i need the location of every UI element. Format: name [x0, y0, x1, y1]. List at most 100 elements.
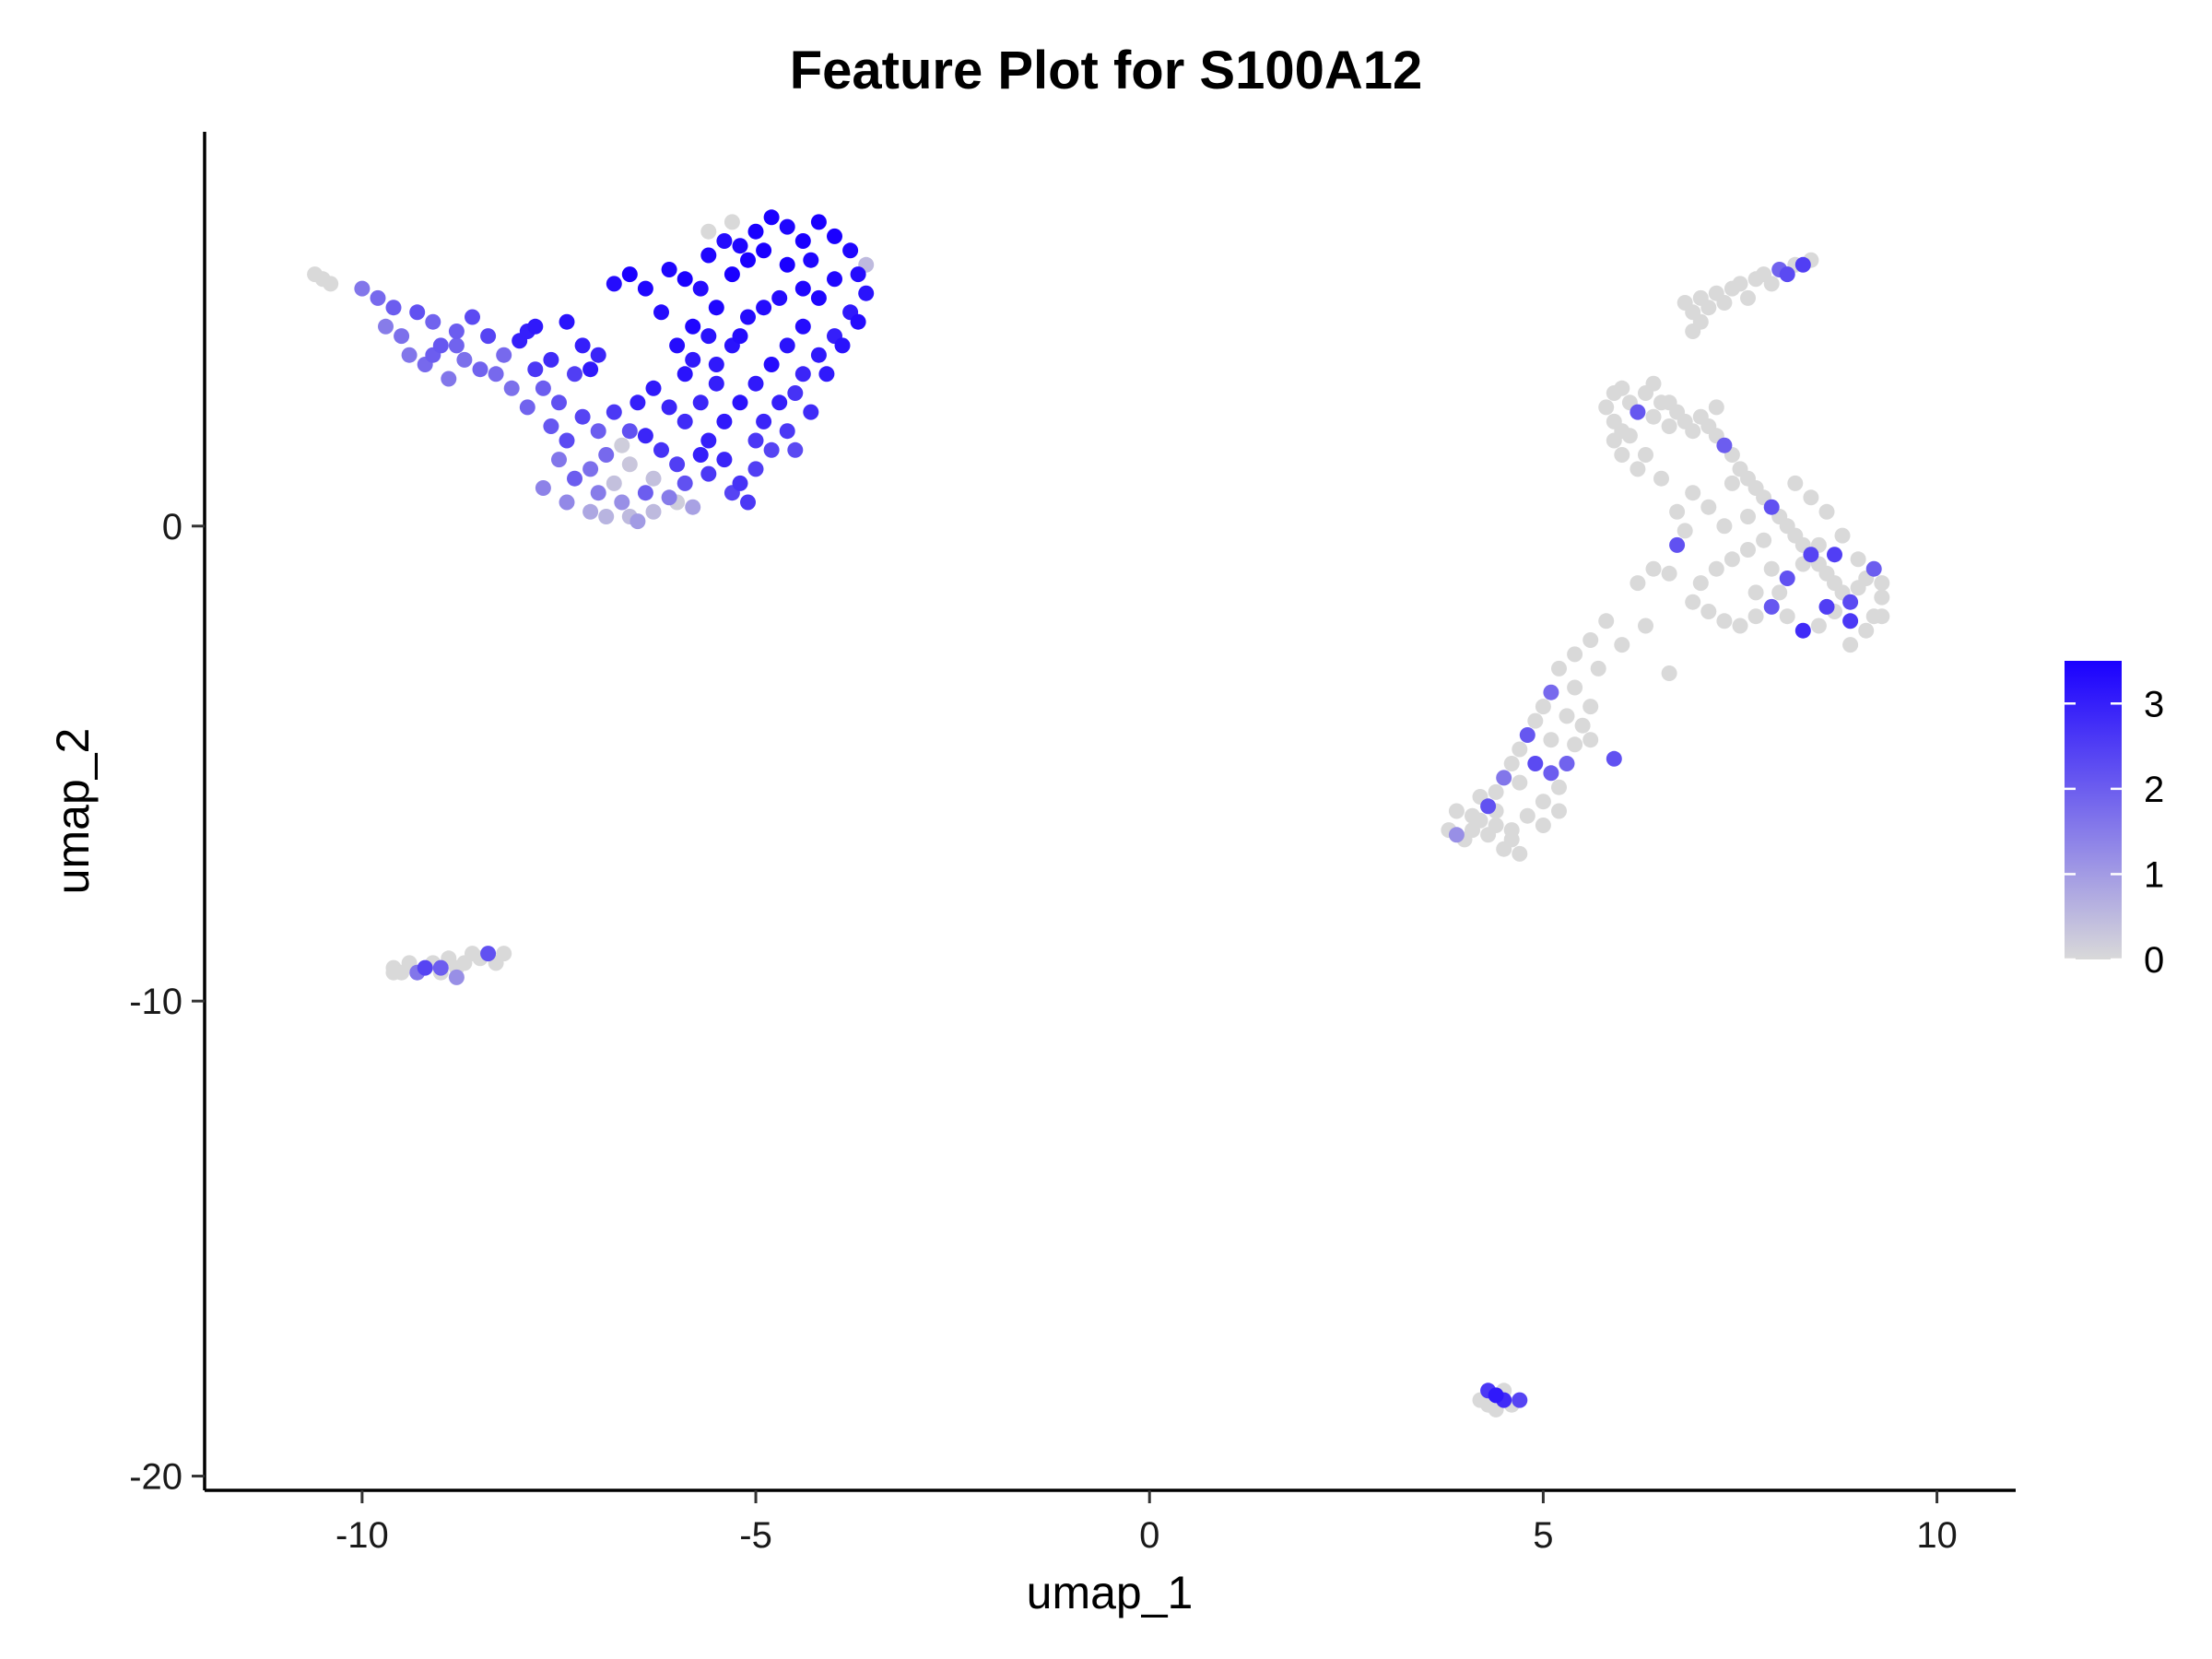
data-point: [1551, 660, 1567, 677]
data-point: [503, 380, 520, 396]
data-point: [1700, 300, 1717, 316]
data-point: [543, 351, 559, 368]
data-point: [818, 366, 835, 382]
data-point: [1685, 423, 1701, 440]
data-point: [685, 318, 701, 335]
data-point: [708, 375, 724, 392]
data-point: [1519, 727, 1535, 743]
data-point: [1700, 499, 1717, 515]
data-point: [621, 266, 638, 283]
data-point: [614, 494, 630, 511]
data-point: [1465, 807, 1480, 824]
data-point: [763, 209, 780, 226]
data-point: [810, 347, 827, 363]
data-point: [763, 357, 780, 372]
data-point: [1740, 509, 1756, 524]
data-point: [732, 394, 748, 411]
data-point: [409, 304, 426, 321]
colorbar-gradient: [2065, 661, 2122, 959]
data-point: [1488, 783, 1504, 800]
scatter-points: [307, 209, 1890, 1418]
data-point: [716, 233, 733, 249]
data-point: [606, 276, 622, 292]
data-point: [1551, 803, 1567, 819]
data-point: [1543, 684, 1559, 700]
data-point: [763, 441, 780, 458]
data-point: [779, 337, 795, 354]
data-point: [661, 262, 677, 277]
data-point: [1512, 741, 1528, 758]
data-point: [1559, 756, 1575, 771]
data-point: [747, 461, 764, 477]
data-point: [432, 959, 449, 976]
data-point: [787, 385, 804, 401]
data-point: [842, 242, 859, 259]
data-point: [708, 300, 724, 316]
data-point: [1567, 736, 1583, 753]
data-point: [1527, 712, 1544, 729]
colorbar-legend: 0 1 2 3: [2065, 661, 2164, 981]
data-point: [323, 276, 339, 292]
data-point: [747, 375, 764, 392]
data-point: [1488, 818, 1504, 833]
data-point: [827, 228, 842, 244]
data-point: [1614, 380, 1630, 396]
data-point: [1874, 608, 1890, 625]
data-point: [1527, 756, 1544, 771]
data-point: [1503, 831, 1520, 848]
data-point: [385, 300, 402, 316]
data-point: [370, 289, 386, 306]
data-point: [1535, 699, 1551, 715]
data-point: [480, 946, 497, 962]
data-point: [614, 437, 630, 453]
data-point: [1590, 660, 1606, 677]
data-point: [441, 371, 457, 387]
data-point: [724, 266, 740, 283]
data-point: [1865, 560, 1882, 577]
data-point: [1771, 584, 1788, 601]
data-point: [1803, 489, 1819, 506]
data-point: [1716, 613, 1733, 629]
data-point: [425, 313, 441, 330]
data-point: [1645, 408, 1662, 425]
x-tick-label: -5: [739, 1515, 772, 1556]
data-point: [1818, 503, 1835, 520]
data-point: [692, 394, 709, 411]
data-point: [1740, 289, 1756, 306]
data-point: [551, 452, 567, 468]
data-point: [794, 366, 811, 382]
data-point: [1543, 732, 1559, 748]
data-point: [810, 289, 827, 306]
data-point: [803, 252, 819, 268]
data-point: [574, 408, 591, 425]
data-point: [794, 280, 811, 297]
data-point: [496, 946, 512, 962]
data-point: [527, 318, 544, 335]
x-axis-label: umap_1: [1027, 1567, 1194, 1618]
data-point: [637, 428, 653, 444]
data-point: [456, 351, 473, 368]
data-point: [1551, 779, 1567, 795]
data-point: [590, 485, 606, 501]
data-point: [1747, 608, 1764, 625]
data-point: [1763, 499, 1780, 515]
data-point: [834, 337, 851, 354]
data-point: [677, 413, 693, 429]
data-point: [771, 394, 788, 411]
data-point: [1488, 1387, 1504, 1404]
data-point: [1630, 575, 1646, 592]
data-point: [1653, 470, 1669, 487]
data-point: [779, 423, 795, 440]
data-point: [637, 280, 653, 297]
data-point: [1763, 560, 1780, 577]
data-point: [1512, 845, 1528, 862]
data-point: [1630, 404, 1646, 420]
data-point: [1779, 608, 1795, 625]
data-point: [1661, 565, 1677, 582]
data-point: [1630, 461, 1646, 477]
data-point: [401, 347, 418, 363]
data-point: [432, 337, 449, 354]
y-axis-label: umap_2: [47, 728, 99, 895]
data-point: [653, 441, 669, 458]
data-point: [1685, 324, 1701, 339]
